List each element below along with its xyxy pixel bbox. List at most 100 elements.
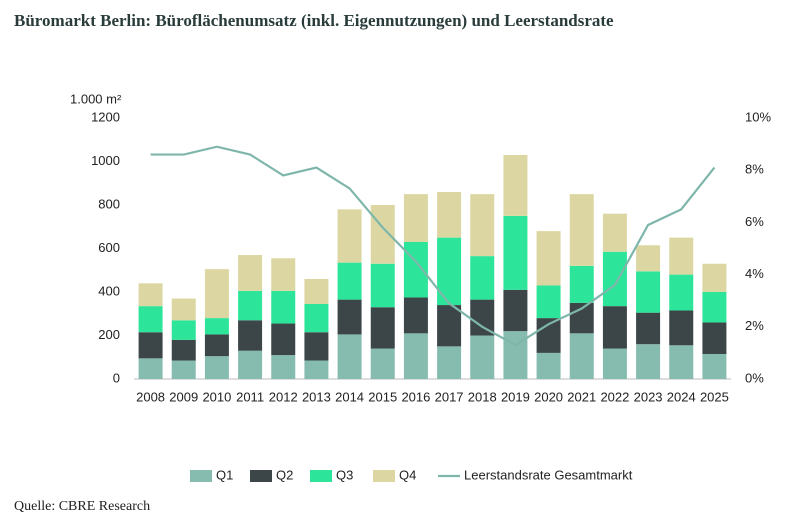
bar — [702, 353, 727, 379]
bar — [702, 322, 727, 354]
bar — [536, 352, 561, 379]
bar — [337, 209, 362, 263]
x-tick-label: 2023 — [634, 389, 663, 404]
bar — [171, 320, 196, 340]
bar — [669, 310, 694, 346]
bar — [437, 305, 462, 347]
bar — [470, 194, 495, 257]
bar — [702, 292, 727, 323]
legend-label: Q3 — [336, 467, 353, 482]
bar — [337, 299, 362, 335]
y-tick-label: 1200 — [91, 109, 120, 124]
bar — [602, 348, 627, 379]
y-tick-label: 600 — [98, 240, 120, 255]
legend-swatch — [190, 470, 212, 482]
bar — [636, 344, 661, 379]
x-tick-label: 2019 — [501, 389, 530, 404]
x-tick-label: 2009 — [169, 389, 198, 404]
bar — [470, 335, 495, 379]
bar — [403, 194, 428, 242]
legend-label: Leerstandsrate Gesamtmarkt — [464, 467, 633, 482]
bar — [370, 263, 395, 308]
legend-label: Q4 — [399, 467, 416, 482]
bar — [437, 346, 462, 379]
x-tick-label: 2015 — [368, 389, 397, 404]
bar — [569, 194, 594, 266]
y2-tick-label: 4% — [745, 266, 764, 281]
bar — [503, 289, 528, 332]
bar — [337, 262, 362, 300]
bar — [271, 323, 296, 356]
bar — [204, 269, 229, 319]
bar — [503, 331, 528, 379]
bar — [602, 213, 627, 252]
y-axis-label: 1.000 m² — [70, 91, 122, 106]
bar — [238, 350, 263, 379]
x-tick-label: 2010 — [202, 389, 231, 404]
x-tick-label: 2022 — [600, 389, 629, 404]
x-tick-label: 2013 — [302, 389, 331, 404]
bar — [636, 245, 661, 272]
legend-label: Q1 — [216, 467, 233, 482]
bar — [636, 271, 661, 313]
x-tick-label: 2025 — [700, 389, 729, 404]
bar — [171, 339, 196, 361]
y-tick-label: 1000 — [91, 153, 120, 168]
bar — [138, 332, 163, 359]
bar — [138, 283, 163, 307]
legend-swatch — [373, 470, 395, 482]
bar — [204, 356, 229, 379]
bar — [238, 290, 263, 321]
bar — [304, 278, 329, 304]
bar — [304, 303, 329, 333]
legend-swatch — [310, 470, 332, 482]
bar — [403, 297, 428, 334]
x-tick-label: 2018 — [468, 389, 497, 404]
bar — [602, 251, 627, 307]
y2-tick-label: 0% — [745, 370, 764, 385]
x-tick-label: 2012 — [269, 389, 298, 404]
y-tick-label: 800 — [98, 196, 120, 211]
x-tick-label: 2011 — [236, 389, 264, 404]
x-tick-label: 2020 — [534, 389, 563, 404]
y2-tick-label: 8% — [745, 162, 764, 177]
chart-title: Büromarkt Berlin: Büroflächenumsatz (ink… — [14, 11, 614, 30]
source: Quelle: CBRE Research — [14, 499, 150, 514]
bar — [470, 256, 495, 300]
bar — [204, 318, 229, 335]
x-tick-label: 2021 — [567, 389, 596, 404]
y-tick-label: 200 — [98, 327, 120, 342]
bar — [602, 306, 627, 349]
x-tick-label: 2017 — [435, 389, 464, 404]
bar — [669, 345, 694, 379]
y-tick-label: 400 — [98, 283, 120, 298]
legend-label: Q2 — [276, 467, 293, 482]
bar — [470, 299, 495, 336]
x-tick-label: 2008 — [136, 389, 165, 404]
bar — [569, 333, 594, 379]
bar — [238, 320, 263, 351]
y2-tick-label: 2% — [745, 318, 764, 333]
y-tick-label: 0 — [113, 370, 120, 385]
bar — [304, 360, 329, 379]
line — [150, 145, 716, 347]
bar — [304, 332, 329, 361]
bar — [337, 334, 362, 379]
bar — [370, 348, 395, 379]
bar — [138, 306, 163, 333]
bar — [569, 265, 594, 303]
legend-swatch — [250, 470, 272, 482]
y2-tick-label: 6% — [745, 214, 764, 229]
bar — [238, 255, 263, 291]
bar — [171, 360, 196, 379]
bar — [271, 355, 296, 379]
bar — [669, 237, 694, 275]
bar — [437, 191, 462, 238]
bar — [204, 334, 229, 357]
bar — [536, 285, 561, 319]
bar — [669, 274, 694, 311]
x-tick-label: 2014 — [335, 389, 364, 404]
bar — [636, 312, 661, 345]
bar — [702, 263, 727, 292]
